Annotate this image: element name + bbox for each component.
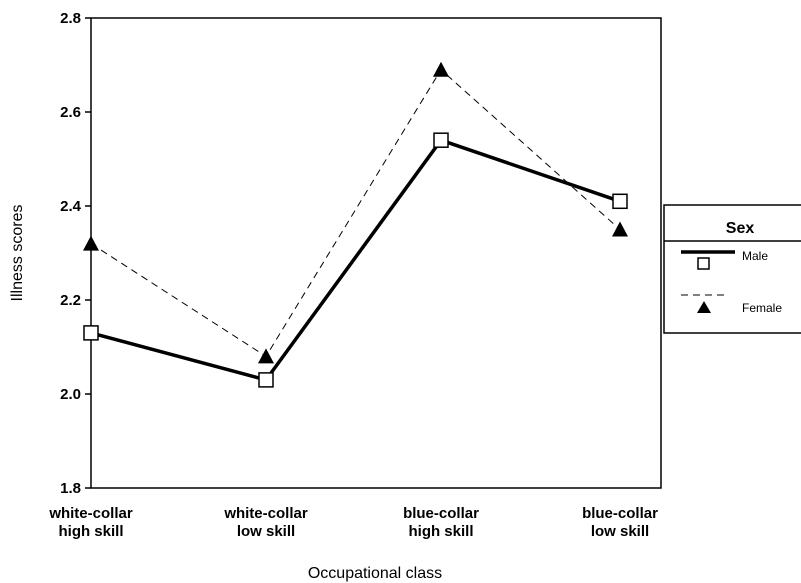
y-tick-label: 2.0 xyxy=(60,386,81,403)
x-category-label-line: low skill xyxy=(237,523,295,540)
male-point-marker xyxy=(258,372,274,388)
x-category-label-line: low skill xyxy=(591,523,649,540)
y-axis-title: Illness scores xyxy=(9,205,26,302)
female-point-marker xyxy=(83,235,99,251)
y-tick-label: 2.2 xyxy=(60,292,81,309)
x-category-label-line: white-collar xyxy=(48,505,133,522)
female-point-marker xyxy=(258,348,274,364)
x-category-label: blue-collar high skill xyxy=(403,505,479,540)
male-point-marker xyxy=(612,193,628,210)
male-point-marker xyxy=(433,132,449,148)
y-tick-label: 2.6 xyxy=(60,104,81,121)
y-tick-label: 2.4 xyxy=(60,198,82,215)
legend: Sex Male Female xyxy=(663,204,801,334)
y-tick-label: 1.8 xyxy=(60,480,81,497)
legend-male-label: Male xyxy=(742,249,768,263)
female-point-marker xyxy=(612,221,628,237)
x-category-label-line: high skill xyxy=(408,523,473,540)
y-axis-ticks: 1.8 2.0 2.2 2.4 2.6 2.8 xyxy=(60,10,91,497)
legend-female-triangle-icon xyxy=(697,301,711,313)
x-category-label: white-collar high skill xyxy=(48,505,133,540)
x-category-label: white-collar low skill xyxy=(223,505,308,540)
series-layer xyxy=(83,61,628,388)
x-category-label-line: white-collar xyxy=(223,505,308,522)
x-category-label-line: blue-collar xyxy=(403,505,479,522)
x-category-label-line: blue-collar xyxy=(582,505,658,522)
x-axis-title: Occupational class xyxy=(308,565,442,582)
legend-box xyxy=(663,204,801,334)
x-category-label-line: high skill xyxy=(58,523,123,540)
male-point-marker xyxy=(83,325,99,341)
series-line-male xyxy=(90,138,621,382)
legend-male-square-icon xyxy=(697,257,710,270)
legend-female-label: Female xyxy=(742,301,782,315)
series-line-female xyxy=(90,68,621,358)
female-point-marker xyxy=(433,61,449,77)
y-tick-label: 2.8 xyxy=(60,10,81,27)
x-category-label: blue-collar low skill xyxy=(582,505,658,540)
legend-title: Sex xyxy=(726,220,755,237)
plot-frame xyxy=(90,17,662,489)
